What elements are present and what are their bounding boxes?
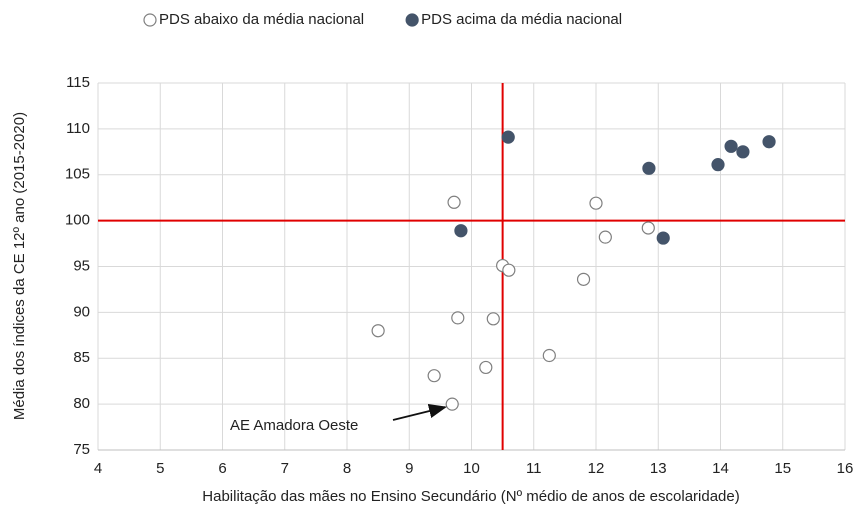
point: [736, 145, 750, 159]
point: [598, 230, 612, 244]
legend-marker: [143, 13, 157, 27]
x-tick-label: 9: [405, 460, 413, 477]
point: [502, 263, 516, 277]
x-tick-label: 4: [94, 460, 102, 477]
x-tick-label: 8: [343, 460, 351, 477]
y-tick-label: 95: [73, 257, 90, 274]
x-tick-label: 6: [218, 460, 226, 477]
point: [711, 158, 725, 172]
x-axis-label: Habilitação das mães no Ensino Secundári…: [202, 488, 739, 505]
point: [486, 312, 500, 326]
point: [656, 231, 670, 245]
legend-label: PDS acima da média nacional: [421, 11, 622, 28]
x-tick-label: 12: [588, 460, 605, 477]
point: [427, 369, 441, 383]
x-tick-label: 15: [774, 460, 791, 477]
y-axis-label: Média dos índices da CE 12º ano (2015-20…: [11, 112, 28, 420]
x-tick-label: 10: [463, 460, 480, 477]
legend-label: PDS abaixo da média nacional: [159, 11, 364, 28]
point: [576, 272, 591, 286]
y-tick-label: 85: [73, 349, 90, 366]
point: [724, 139, 738, 153]
y-tick-label: 115: [66, 74, 90, 91]
point: [447, 195, 461, 209]
y-tick-label: 80: [73, 395, 90, 412]
point: [371, 324, 385, 338]
x-tick-label: 13: [650, 460, 667, 477]
annotation-arrow: [392, 404, 447, 421]
x-tick-label: 14: [712, 460, 729, 477]
point: [501, 130, 515, 144]
point: [589, 196, 603, 210]
point: [451, 311, 465, 325]
x-tick-label: 5: [156, 460, 164, 477]
point: [479, 360, 493, 375]
y-tick-label: 90: [73, 303, 90, 320]
legend-marker: [405, 13, 419, 27]
point: [762, 135, 776, 149]
x-tick-label: 11: [526, 460, 542, 477]
annotation: AE Amadora Oeste: [230, 417, 358, 434]
x-tick-label: 7: [281, 460, 289, 477]
x-tick-label: 16: [837, 460, 854, 477]
point: [641, 221, 655, 235]
point: [454, 224, 468, 238]
y-tick-label: 100: [65, 212, 90, 229]
y-tick-label: 110: [66, 120, 90, 137]
point: [542, 348, 556, 363]
point: [642, 161, 656, 175]
point: [445, 397, 459, 411]
y-tick-label: 105: [65, 166, 90, 183]
y-tick-label: 75: [73, 441, 90, 458]
